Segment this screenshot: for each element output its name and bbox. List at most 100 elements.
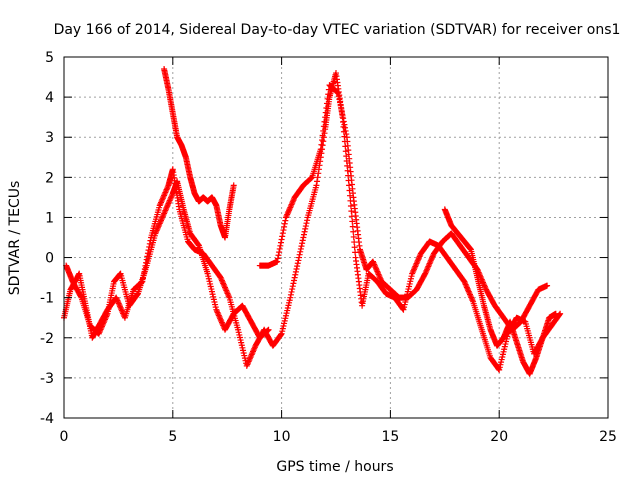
grid bbox=[64, 57, 608, 418]
data-point bbox=[296, 251, 303, 258]
data-point bbox=[352, 249, 359, 256]
data-point bbox=[325, 91, 332, 98]
data-point bbox=[279, 233, 286, 240]
y-tick-label: -2 bbox=[40, 331, 54, 347]
data-point bbox=[274, 255, 281, 262]
data-point bbox=[282, 217, 289, 224]
data-point bbox=[274, 258, 281, 265]
series-s4 bbox=[256, 82, 551, 333]
data-point bbox=[300, 231, 307, 238]
data-point bbox=[341, 121, 348, 128]
data-point bbox=[322, 114, 329, 121]
data-point bbox=[544, 282, 551, 289]
data-point bbox=[319, 132, 326, 139]
data-point bbox=[277, 242, 284, 249]
x-tick-label: 20 bbox=[490, 429, 508, 445]
data-point bbox=[299, 237, 306, 244]
x-tick-label: 25 bbox=[599, 429, 617, 445]
data-point bbox=[300, 234, 307, 241]
data-point bbox=[280, 227, 287, 234]
data-point bbox=[293, 266, 300, 273]
data-point bbox=[346, 182, 353, 189]
data-point bbox=[323, 104, 330, 111]
data-point bbox=[292, 268, 299, 275]
y-tick-label: -4 bbox=[40, 411, 54, 427]
data-point bbox=[337, 102, 344, 109]
x-tick-label: 0 bbox=[60, 429, 69, 445]
data-point bbox=[337, 99, 344, 106]
data-point bbox=[351, 244, 358, 251]
data-point bbox=[289, 283, 296, 290]
data-point bbox=[313, 182, 320, 189]
data-point bbox=[291, 277, 298, 284]
y-axis-label: SDTVAR / TECUs bbox=[7, 181, 23, 296]
data-point bbox=[304, 217, 311, 224]
data-point bbox=[281, 220, 288, 227]
data-point bbox=[321, 118, 328, 125]
data-point bbox=[277, 239, 284, 246]
data-point bbox=[314, 178, 321, 185]
data-point bbox=[303, 220, 310, 227]
y-tick-label: 1 bbox=[45, 210, 54, 226]
data-point bbox=[75, 271, 82, 278]
data-point bbox=[343, 131, 350, 138]
data-point bbox=[292, 271, 299, 278]
data-point bbox=[279, 230, 286, 237]
data-point bbox=[340, 115, 347, 122]
chart-title: Day 166 of 2014, Sidereal Day-to-day VTE… bbox=[54, 22, 621, 38]
series-s3 bbox=[63, 178, 272, 341]
data-point bbox=[276, 245, 283, 252]
data-point bbox=[299, 240, 306, 247]
data-point bbox=[320, 138, 327, 145]
data-point bbox=[338, 105, 345, 112]
data-point bbox=[297, 245, 304, 252]
data-point bbox=[314, 174, 321, 181]
series-s5 bbox=[441, 206, 559, 377]
data-point bbox=[291, 274, 298, 281]
data-point bbox=[322, 109, 329, 116]
data-point bbox=[342, 124, 349, 131]
data-point bbox=[195, 241, 202, 248]
data-points bbox=[61, 66, 564, 377]
data-point bbox=[289, 286, 296, 293]
data-point bbox=[320, 127, 327, 134]
y-tick-label: 2 bbox=[45, 170, 54, 186]
x-tick-label: 5 bbox=[168, 429, 177, 445]
data-point bbox=[302, 225, 309, 232]
data-point bbox=[552, 310, 559, 317]
y-tick-label: -1 bbox=[40, 291, 54, 307]
axes: 0 5 10 15 20 25 -4 -3 -2 -1 0 1 2 3 4 5 bbox=[40, 50, 617, 445]
data-point bbox=[302, 223, 309, 230]
data-point bbox=[348, 208, 355, 215]
data-point bbox=[281, 223, 288, 230]
data-point bbox=[323, 100, 330, 107]
data-point bbox=[294, 260, 301, 267]
data-point bbox=[340, 118, 347, 125]
data-point bbox=[265, 326, 272, 333]
data-point bbox=[294, 263, 301, 270]
data-point bbox=[350, 228, 357, 235]
y-tick-label: 0 bbox=[45, 251, 54, 267]
data-point bbox=[350, 233, 357, 240]
data-point bbox=[288, 288, 295, 295]
y-tick-label: 3 bbox=[45, 130, 54, 146]
x-tick-label: 15 bbox=[381, 429, 399, 445]
data-point bbox=[290, 280, 297, 287]
y-tick-label: 5 bbox=[45, 50, 54, 66]
data-point bbox=[230, 182, 237, 189]
data-point bbox=[296, 254, 303, 261]
data-point bbox=[298, 243, 305, 250]
data-point bbox=[287, 294, 294, 301]
data-point bbox=[275, 252, 282, 259]
data-point bbox=[318, 141, 325, 148]
data-point bbox=[319, 137, 326, 144]
data-point bbox=[134, 291, 141, 298]
data-point bbox=[324, 95, 331, 102]
x-axis-label: GPS time / hours bbox=[276, 459, 393, 475]
data-point bbox=[347, 202, 354, 209]
data-point bbox=[297, 248, 304, 255]
data-point bbox=[335, 90, 342, 97]
data-point bbox=[336, 96, 343, 103]
plot-frame bbox=[63, 56, 609, 419]
